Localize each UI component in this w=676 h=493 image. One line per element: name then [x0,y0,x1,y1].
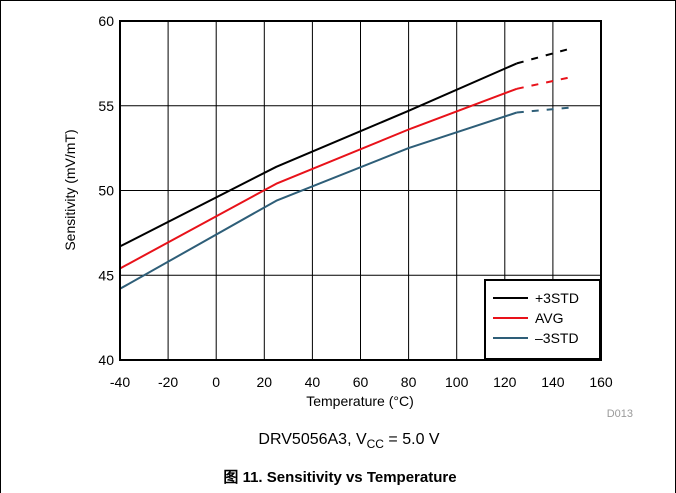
y-axis-title: Sensitivity (mV/mT) [62,129,78,250]
series-extrapolation-1 [516,75,573,90]
x-tick-label: -40 [110,374,130,390]
condition-text: DRV5056A3, VCC = 5.0 V [258,431,439,451]
x-tick-label: 0 [212,374,220,390]
condition-device: DRV5056A3, V [258,431,367,448]
y-tick-label: 40 [98,352,114,368]
x-tick-label: 160 [589,374,613,390]
x-tick-label: -20 [158,374,178,390]
series-line-0 [119,62,518,248]
x-tick-label: 120 [493,374,517,390]
x-axis-title: Temperature (°C) [306,393,414,409]
x-tick-label: 100 [445,374,469,390]
y-tick-label: 45 [98,267,114,283]
legend-label: +3STD [535,290,579,306]
series-line-1 [119,87,518,270]
series-line-2 [119,111,518,290]
y-tick-label: 55 [98,98,114,114]
legend-box [484,279,601,360]
series-extrapolation-0 [516,47,573,65]
x-tick-label: 60 [353,374,369,390]
series-lines [119,47,573,290]
x-tick-label: 140 [541,374,565,390]
legend-label: –3STD [535,330,579,346]
y-tick-label: 50 [98,183,114,199]
tick-labels: -40 -20 0 20 40 60 80 100 120 140 160 40 45 50 55 60 [98,13,612,390]
x-tick-label: 20 [257,374,273,390]
series-extrapolation-2 [516,106,573,114]
condition-value: = 5.0 V [384,431,440,448]
legend-label: AVG [535,310,564,326]
figure-code: D013 [607,408,633,420]
plot-frame [119,20,602,361]
y-tick-label: 60 [98,13,114,29]
figure-caption: 图 11. Sensitivity vs Temperature [223,469,456,486]
condition-subscript: CC [367,437,385,451]
x-tick-label: 40 [305,374,321,390]
legend: +3STD AVG –3STD [484,279,601,360]
x-tick-label: 80 [401,374,417,390]
